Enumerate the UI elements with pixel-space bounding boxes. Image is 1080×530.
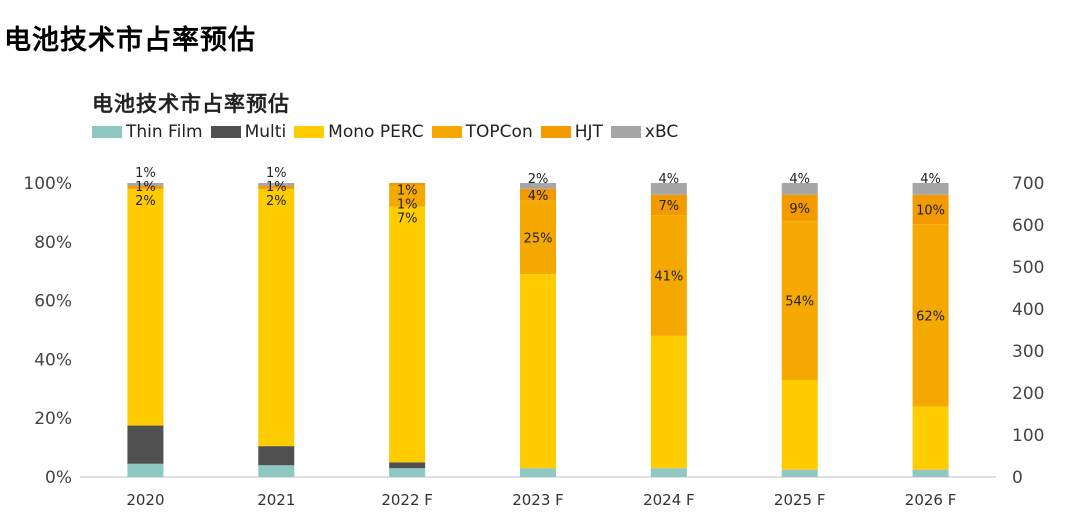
data-label: 2%: [528, 172, 549, 187]
data-label: 1%: [135, 166, 156, 181]
bar-segment-xbc: [127, 183, 164, 186]
data-label: 2%: [266, 194, 287, 209]
bar-segment-hjt: [389, 183, 426, 186]
legend-item-topcon: TOPCon: [431, 122, 533, 142]
y-left-tick-label: 40%: [34, 350, 72, 370]
y-right-tick-label: 400: [1012, 300, 1044, 320]
bar-segment-thin-film: [912, 469, 949, 477]
bar-segment-topcon: [650, 215, 687, 336]
bar-segment-thin-film: [520, 468, 556, 477]
y-right-tick-label: 300: [1012, 342, 1044, 362]
bar-segment-mono-perc: [258, 188, 295, 447]
data-label: 1%: [266, 166, 287, 181]
x-tick-label: 2025 F: [774, 491, 826, 509]
data-label: 1%: [135, 180, 156, 195]
legend-item-multi: Multi: [210, 122, 287, 142]
chart-title: 电池技术市占率预估: [92, 92, 290, 116]
legend-item-hjt: HJT: [540, 122, 603, 142]
y-right-tick-label: 600: [1012, 216, 1044, 236]
legend-label-hjt: HJT: [574, 122, 603, 142]
data-label: 62%: [916, 309, 945, 324]
data-label: 4%: [920, 172, 941, 187]
bar-segment-xbc: [912, 183, 949, 195]
bar-segment-mono-perc: [781, 379, 818, 470]
bar-segment-hjt: [650, 194, 687, 216]
bar-segment-xbc: [650, 183, 687, 195]
legend-label-multi: Multi: [244, 122, 287, 142]
legend-item-mono-perc: Mono PERC: [294, 122, 424, 142]
legend-item-xbc: xBC: [610, 122, 679, 142]
x-tick-label: 2024 F: [643, 491, 695, 509]
y-left-tick-label: 100%: [23, 174, 72, 194]
x-tick-label: 2026 F: [905, 491, 957, 509]
bar-segment-multi: [389, 462, 426, 469]
bar-segment-hjt: [781, 194, 818, 222]
data-label: 4%: [528, 189, 549, 204]
legend-label-mono-perc: Mono PERC: [328, 122, 424, 142]
data-label: 1%: [397, 184, 418, 199]
data-label: 4%: [789, 172, 810, 187]
data-label: 1%: [397, 198, 418, 213]
bar-segment-hjt: [520, 188, 556, 201]
legend-label-topcon: TOPCon: [465, 122, 533, 142]
bar-segment-xbc: [258, 183, 295, 186]
y-right-tick-label: 0: [1012, 468, 1023, 488]
legend-item-thin-film: Thin Film: [92, 122, 203, 142]
y-right-tick-label: 200: [1012, 384, 1044, 404]
x-tick-label: 2021: [257, 491, 295, 509]
x-tick-label: 2023 F: [512, 491, 564, 509]
bar-segment-mono-perc: [912, 406, 949, 470]
data-label: 1%: [266, 180, 287, 195]
legend-swatch-thin-film: [92, 126, 122, 138]
x-tick-label: 2020: [126, 491, 164, 509]
legend-swatch-hjt: [540, 126, 571, 138]
bar-segment-topcon: [912, 224, 949, 407]
data-label: 4%: [659, 172, 680, 187]
bar-segment-thin-film: [258, 465, 295, 477]
bar-segment-multi: [127, 425, 164, 464]
bar-segment-multi: [258, 446, 295, 466]
bar-segment-xbc: [520, 183, 556, 189]
bar-segment-mono-perc: [650, 335, 687, 469]
bar-segment-hjt: [258, 185, 295, 189]
data-label: 2%: [135, 194, 156, 209]
bar-segment-hjt: [127, 185, 164, 189]
data-label: 25%: [524, 231, 553, 246]
data-label: 41%: [654, 270, 683, 285]
bar-segment-thin-film: [650, 468, 687, 477]
data-label: 54%: [785, 295, 814, 310]
legend-swatch-topcon: [431, 126, 462, 138]
legend-swatch-multi: [210, 126, 241, 138]
bar-segment-hjt: [912, 194, 949, 225]
data-label: 10%: [916, 203, 945, 218]
legend-swatch-mono-perc: [294, 126, 325, 138]
bar-segment-thin-film: [127, 463, 164, 477]
bar-segment-mono-perc: [520, 274, 556, 469]
y-left-tick-label: 60%: [34, 292, 72, 312]
bar-segment-topcon: [520, 200, 556, 275]
legend: Thin Film Multi Mono PERC TOPCon HJT xBC: [92, 122, 686, 142]
bar-segment-mono-perc: [389, 206, 426, 463]
legend-swatch-xbc: [610, 126, 641, 138]
bar-segment-thin-film: [389, 468, 426, 477]
bar-segment-topcon: [389, 185, 426, 207]
page-title: 电池技术市占率预估: [4, 25, 256, 56]
y-right-tick-label: 700: [1012, 174, 1044, 194]
y-left-tick-label: 20%: [34, 409, 72, 429]
legend-label-thin-film: Thin Film: [126, 122, 203, 142]
y-right-tick-label: 100: [1012, 426, 1044, 446]
y-left-tick-label: 80%: [34, 233, 72, 253]
data-label: 9%: [789, 202, 810, 217]
y-left-tick-label: 0%: [45, 468, 72, 488]
legend-label-xbc: xBC: [644, 122, 679, 142]
bar-segment-thin-film: [781, 469, 818, 477]
x-tick-label: 2022 F: [381, 491, 433, 509]
data-label: 7%: [659, 199, 680, 214]
bar-segment-xbc: [781, 183, 818, 195]
bar-segment-mono-perc: [127, 188, 164, 426]
y-right-tick-label: 500: [1012, 258, 1044, 278]
bar-segment-topcon: [781, 221, 818, 380]
data-label: 7%: [397, 212, 418, 227]
